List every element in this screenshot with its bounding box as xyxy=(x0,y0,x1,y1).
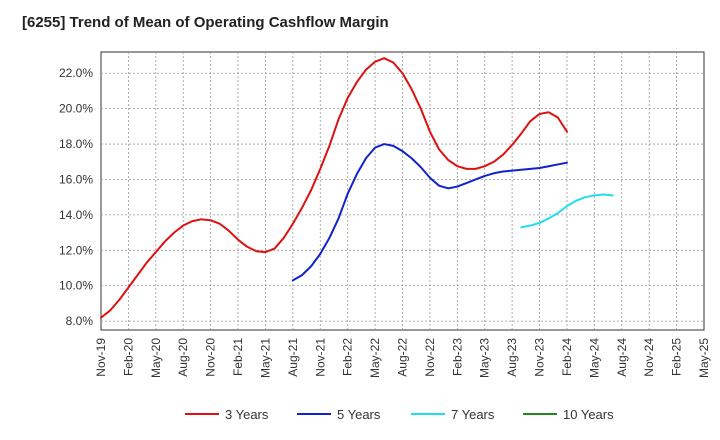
legend-label: 3 Years xyxy=(225,407,269,422)
y-tick-label: 14.0% xyxy=(59,208,93,222)
x-tick-label: Feb-25 xyxy=(670,338,684,376)
x-tick-label: May-21 xyxy=(258,338,272,378)
y-tick-label: 20.0% xyxy=(59,102,93,116)
legend-label: 7 Years xyxy=(451,407,495,422)
legend-label: 10 Years xyxy=(563,407,614,422)
plot-area xyxy=(100,51,705,331)
series-line-2 xyxy=(291,143,568,282)
x-tick-label: Aug-24 xyxy=(615,338,629,377)
y-tick-label: 8.0% xyxy=(66,314,94,328)
x-tick-label: Nov-24 xyxy=(642,338,656,377)
x-tick-label: Nov-20 xyxy=(204,338,218,377)
y-tick-label: 22.0% xyxy=(59,66,93,80)
x-tick-label: Feb-21 xyxy=(231,338,245,376)
series-line-3 xyxy=(520,193,614,229)
legend: 3 Years 5 Years 7 Years 10 Years xyxy=(185,407,614,422)
y-tick-label: 10.0% xyxy=(59,279,93,293)
x-axis-tick-labels: Nov-19 Feb-20 May-20 Aug-20 Nov-20 Feb-21 May-… xyxy=(94,338,711,378)
x-tick-label: Nov-19 xyxy=(94,338,108,377)
x-tick-label: Feb-22 xyxy=(341,338,355,376)
x-tick-label: May-23 xyxy=(478,338,492,378)
legend-label: 5 Years xyxy=(337,407,381,422)
x-tick-label: Nov-22 xyxy=(423,338,437,377)
series-lines xyxy=(100,57,614,319)
x-tick-label: Feb-20 xyxy=(121,338,135,376)
x-tick-label: Aug-21 xyxy=(286,338,300,377)
x-tick-label: Feb-24 xyxy=(560,338,574,376)
x-tick-label: May-20 xyxy=(149,338,163,378)
x-tick-label: May-24 xyxy=(587,338,601,378)
series-line-1 xyxy=(100,57,568,319)
x-tick-label: Aug-23 xyxy=(505,338,519,377)
chart-title: [6255] Trend of Mean of Operating Cashfl… xyxy=(22,14,389,31)
x-tick-label: Aug-22 xyxy=(396,338,410,377)
x-tick-label: May-25 xyxy=(697,338,711,378)
x-tick-label: Nov-23 xyxy=(533,338,547,377)
x-tick-label: May-22 xyxy=(368,338,382,378)
y-tick-label: 18.0% xyxy=(59,137,93,151)
y-axis-tick-labels: 8.0% 10.0% 12.0% 14.0% 16.0% 18.0% 20.0% 22.0% xyxy=(59,66,93,328)
y-tick-label: 16.0% xyxy=(59,172,93,186)
x-tick-label: Feb-23 xyxy=(450,338,464,376)
y-tick-label: 12.0% xyxy=(59,243,93,257)
x-tick-label: Nov-21 xyxy=(313,338,327,377)
x-tick-label: Aug-20 xyxy=(176,338,190,377)
